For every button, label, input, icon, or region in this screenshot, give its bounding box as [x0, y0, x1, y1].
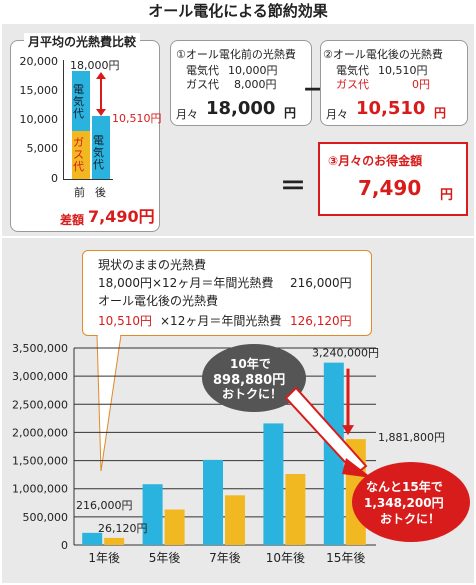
after-line1-value: 10,510円: [378, 64, 428, 77]
annual-cost-chart: 3,500,000 3,000,000 2,500,000 2,000,000 1,50…: [12, 342, 445, 565]
before-line1-label: 電気代: [186, 64, 219, 77]
data-label: 1,881,800円: [378, 431, 445, 444]
result-unit: 円: [440, 188, 454, 203]
bubble-10-line3: おトクに！: [222, 387, 283, 401]
bubble-15-line3: おトクに！: [380, 512, 441, 526]
before-gas-bar: [72, 131, 90, 179]
x-after: 後: [95, 186, 106, 199]
before-electric-label: 電気代: [73, 83, 84, 120]
after-line2-value: 0円: [412, 78, 430, 91]
after-electric-label: 電気代: [93, 134, 104, 171]
after-monthly-unit: 円: [434, 106, 447, 120]
monthly-ytick: 15,000: [19, 84, 59, 97]
bar: [142, 484, 163, 545]
y-tick-label: 1,500,000: [12, 455, 68, 468]
data-label: 3,240,000円: [312, 347, 379, 360]
before-box-title: ①オール電化前の光熱費: [176, 48, 296, 61]
after-total-label: 10,510円: [112, 112, 162, 125]
bubble-10-shape: [202, 344, 372, 478]
monthly-ytick: 0: [51, 172, 58, 185]
callout-box: [82, 250, 372, 336]
diff-arrow-head: [342, 425, 354, 436]
callout-pointer: [96, 335, 122, 472]
result-box: [318, 142, 468, 216]
bar: [203, 459, 223, 545]
callout-line2a: 18,000円×12ヶ月＝年間光熱費: [98, 276, 274, 290]
monthly-ytick: 10,000: [19, 113, 59, 126]
bubble-15-line2: 1,348,200円: [364, 496, 444, 510]
after-line1-label: 電気代: [336, 64, 369, 77]
monthly-ytick: 5,000: [26, 142, 59, 155]
result-value: 7,490: [358, 176, 422, 200]
after-electric-bar: [92, 116, 110, 179]
page-title: オール電化による節約効果: [148, 2, 328, 20]
callout-line4b: ×12ヶ月＝年間光熱費: [160, 314, 282, 328]
y-tick-label: 3,500,000: [12, 342, 68, 355]
before-line2-value: 8,000円: [234, 78, 277, 91]
bubble-15-shape: [352, 462, 470, 542]
y-tick-label: 3,000,000: [12, 370, 68, 383]
y-tick-label: 500,000: [23, 511, 69, 524]
equals-sign: ＝: [280, 172, 307, 202]
before-monthly-value: 18,000: [206, 98, 276, 119]
bubble-10-line1: 10年で: [230, 357, 271, 371]
after-cost-box: [320, 40, 468, 126]
callout-line2b: 216,000円: [290, 276, 352, 290]
bar: [164, 509, 185, 545]
x-tick-label: 1年後: [88, 551, 120, 565]
diff-value: 7,490円: [88, 207, 155, 226]
callout-line4a: 10,510円: [98, 314, 152, 328]
callout-line1: 現状のままの光熱費: [98, 258, 207, 272]
data-label: 26,120円: [98, 522, 148, 535]
after-monthly-value: 10,510: [356, 98, 426, 119]
data-label: 216,000円: [76, 499, 133, 512]
monthly-baseline: [63, 179, 113, 180]
before-monthly-label: 月々: [176, 108, 198, 121]
bubble-15-line1: なんと15年で: [366, 480, 443, 494]
bubble-10-line2: 898,880円: [213, 373, 286, 388]
x-before: 前: [74, 186, 85, 199]
diff-prefix: 差額: [60, 213, 85, 227]
after-monthly-label: 月々: [326, 108, 348, 121]
after-box-title: ②オール電化後の光熱費: [323, 48, 443, 61]
before-gas-label: ガス代: [73, 136, 84, 173]
before-total-label: 18,000円: [70, 59, 120, 72]
x-tick-label: 15年後: [326, 551, 365, 565]
x-tick-label: 10年後: [266, 551, 305, 565]
after-line2-label: ガス代: [336, 78, 369, 91]
bar: [323, 362, 344, 545]
before-electric-bar: [72, 71, 90, 131]
bar: [104, 537, 125, 545]
before-monthly-unit: 円: [284, 106, 297, 120]
y-tick-label: 1,000,000: [12, 483, 68, 496]
monthly-axis: [63, 60, 64, 180]
monthly-diff-arrow: [96, 72, 106, 116]
bar: [82, 532, 103, 545]
y-tick-label: 2,000,000: [12, 426, 68, 439]
monthly-ytick: 20,000: [19, 55, 59, 68]
result-title: ③月々のお得金額: [328, 154, 423, 168]
x-tick-label: 5年後: [149, 551, 181, 565]
before-line1-value: 10,000円: [228, 64, 278, 77]
before-cost-box: [170, 40, 312, 126]
callout-line4c: 126,120円: [290, 314, 352, 328]
bar: [225, 495, 245, 545]
x-tick-label: 7年後: [209, 551, 241, 565]
callout-line3: オール電化後の光熱費: [98, 294, 219, 308]
bar: [285, 474, 306, 545]
bar: [263, 423, 284, 545]
y-tick-label: 2,500,000: [12, 398, 68, 411]
before-line2-label: ガス代: [186, 78, 219, 91]
y-tick-label: 0: [61, 539, 68, 552]
monthly-chart-heading: 月平均の光熱費比較: [24, 33, 141, 50]
